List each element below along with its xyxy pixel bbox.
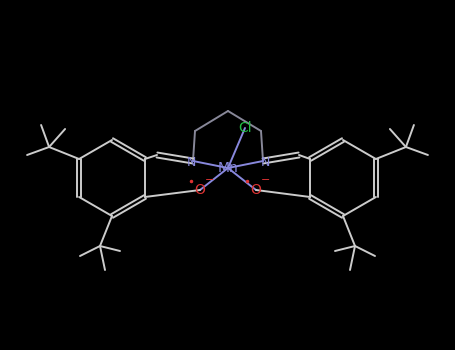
Text: N: N: [186, 156, 196, 169]
Text: −: −: [261, 175, 271, 185]
Text: −: −: [205, 175, 215, 185]
Text: N: N: [260, 156, 270, 169]
Text: O: O: [195, 183, 206, 197]
Text: O: O: [251, 183, 262, 197]
Text: Cl: Cl: [238, 121, 252, 135]
Text: Mn: Mn: [217, 161, 238, 175]
